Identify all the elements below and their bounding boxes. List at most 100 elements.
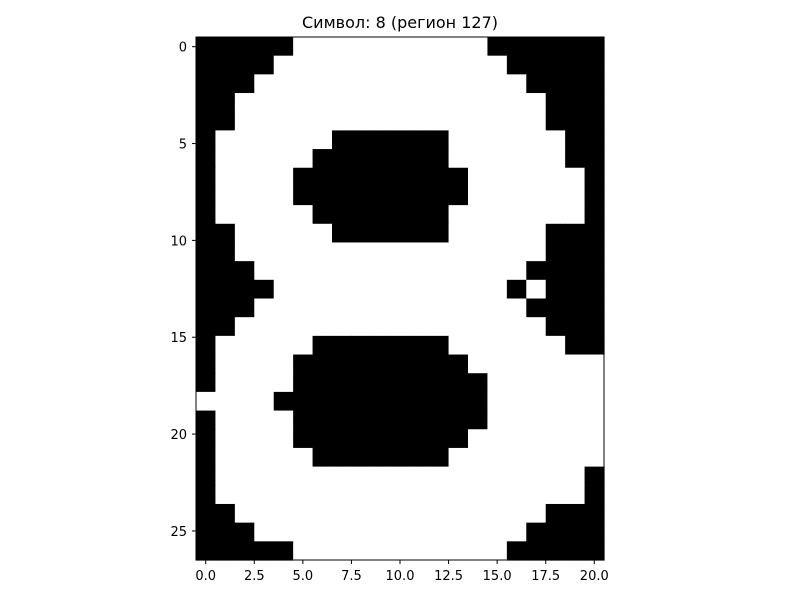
heatmap-cell [448, 223, 469, 244]
heatmap-cell [584, 298, 605, 318]
heatmap-cell [409, 485, 430, 505]
heatmap-cell [234, 130, 255, 150]
heatmap-cell [254, 485, 275, 505]
heatmap-cell [390, 205, 411, 225]
heatmap-cell [468, 55, 489, 75]
heatmap-cell [448, 354, 469, 374]
heatmap-cell [487, 503, 508, 524]
heatmap-cell [196, 541, 217, 561]
heatmap-cell [273, 466, 294, 486]
heatmap-cell [370, 74, 391, 94]
y-tick-label: 15 [170, 331, 187, 346]
heatmap-cell [312, 186, 333, 206]
heatmap-cell [351, 485, 372, 505]
heatmap-cell [312, 74, 333, 94]
heatmap-cell [584, 447, 605, 468]
heatmap-cell [196, 111, 217, 131]
heatmap-cell [448, 485, 469, 505]
heatmap-cell [254, 317, 275, 337]
heatmap-cell [429, 466, 450, 486]
heatmap-cell [196, 410, 217, 430]
heatmap-cell [312, 279, 333, 300]
heatmap-cell [254, 354, 275, 374]
heatmap-cell [215, 223, 236, 244]
heatmap-cell [390, 186, 411, 206]
heatmap-cell [409, 354, 430, 374]
heatmap-cell [409, 429, 430, 449]
heatmap-cells [196, 37, 605, 561]
heatmap-cell [545, 429, 566, 449]
heatmap-cell [273, 429, 294, 449]
heatmap-cell [215, 149, 236, 169]
heatmap-cell [429, 485, 450, 505]
heatmap-cell [370, 111, 391, 131]
heatmap-cell [448, 74, 469, 94]
heatmap-cell [215, 74, 236, 94]
heatmap-cell [545, 93, 566, 113]
heatmap-cell [526, 522, 547, 542]
heatmap-cell [273, 149, 294, 169]
heatmap-cell [506, 130, 527, 150]
heatmap-cell [468, 447, 489, 468]
heatmap-cell [390, 335, 411, 356]
heatmap-cell [293, 447, 314, 468]
heatmap-cell [487, 111, 508, 131]
heatmap-cell [332, 279, 353, 300]
heatmap-cell [448, 541, 469, 561]
heatmap-cell [312, 317, 333, 337]
heatmap-cell [370, 149, 391, 169]
heatmap-cell [234, 317, 255, 337]
heatmap-cell [351, 130, 372, 150]
heatmap-cell [370, 167, 391, 188]
heatmap-cell [429, 261, 450, 281]
heatmap-cell [545, 74, 566, 94]
heatmap-cell [293, 317, 314, 337]
heatmap-cell [254, 541, 275, 561]
heatmap-cell [448, 279, 469, 300]
heatmap-cell [312, 503, 333, 524]
chart-title: Символ: 8 (регион 127) [302, 13, 498, 32]
heatmap-cell [293, 261, 314, 281]
heatmap-cell [409, 167, 430, 188]
heatmap-cell [215, 447, 236, 468]
heatmap-cell [565, 149, 586, 169]
heatmap-cell [506, 37, 527, 57]
heatmap-cell [234, 429, 255, 449]
heatmap-cell [409, 93, 430, 113]
heatmap-cell [390, 261, 411, 281]
heatmap-cell [487, 429, 508, 449]
heatmap-cell [468, 130, 489, 150]
heatmap-cell [351, 261, 372, 281]
heatmap-cell [545, 541, 566, 561]
heatmap-cell [545, 466, 566, 486]
heatmap-cell [487, 223, 508, 244]
heatmap-cell [506, 261, 527, 281]
heatmap-cell [293, 223, 314, 244]
heatmap-cell [351, 167, 372, 188]
heatmap-cell [273, 55, 294, 75]
heatmap-cell [584, 130, 605, 150]
heatmap-cell [370, 410, 391, 430]
heatmap-cell [448, 503, 469, 524]
heatmap-cell [545, 522, 566, 542]
y-tick-label: 5 [179, 138, 187, 153]
y-tick-label: 10 [170, 234, 187, 249]
heatmap-cell [196, 485, 217, 505]
heatmap-cell [215, 55, 236, 75]
heatmap-cell [506, 167, 527, 188]
heatmap-cell [545, 167, 566, 188]
heatmap-cell [565, 335, 586, 356]
heatmap-cell [273, 111, 294, 131]
heatmap-cell [506, 485, 527, 505]
heatmap-cell [409, 261, 430, 281]
heatmap-cell [584, 503, 605, 524]
heatmap-cell [409, 149, 430, 169]
heatmap-cell [545, 261, 566, 281]
heatmap-cell [351, 298, 372, 318]
heatmap-cell [487, 279, 508, 300]
heatmap-cell [448, 522, 469, 542]
heatmap-cell [429, 242, 450, 262]
x-tick-label: 12.5 [434, 569, 463, 584]
heatmap-cell [312, 541, 333, 561]
heatmap-cell [390, 354, 411, 374]
